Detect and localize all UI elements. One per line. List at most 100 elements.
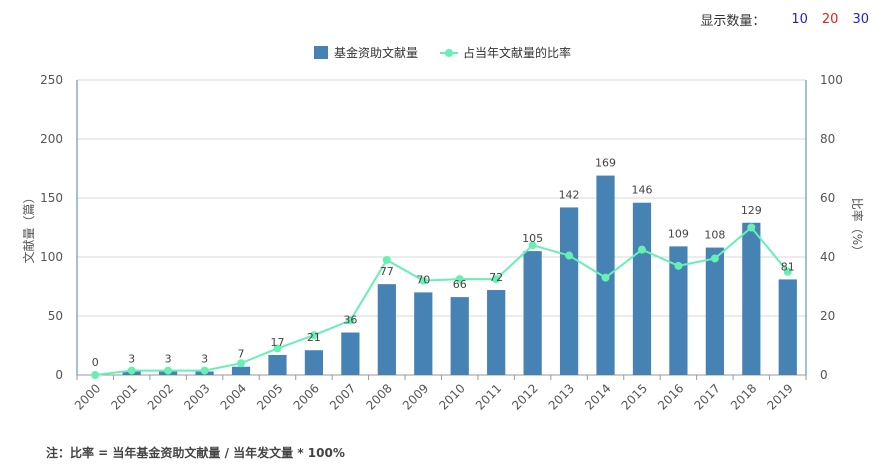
display-count-bar: 显示数量： 10 20 30 xyxy=(700,10,869,29)
bar xyxy=(414,292,433,375)
y-axis-title: 文献量（篇） xyxy=(21,191,36,263)
bar xyxy=(669,246,688,375)
y-right-tick-label: 100 xyxy=(820,73,843,87)
ratio-point xyxy=(637,245,646,254)
y-tick-label: 0 xyxy=(55,368,63,382)
y-right-tick-label: 80 xyxy=(820,132,835,146)
ratio-point xyxy=(164,366,173,375)
ratio-point xyxy=(455,275,464,284)
y-tick-label: 150 xyxy=(40,191,63,205)
bar xyxy=(341,332,360,375)
bar-data-label: 109 xyxy=(668,227,689,240)
bar xyxy=(778,279,797,375)
bar-data-label: 66 xyxy=(453,278,467,291)
bar xyxy=(487,290,506,375)
ratio-line xyxy=(95,226,789,376)
bar xyxy=(304,350,324,375)
bar xyxy=(523,251,542,375)
ratio-point xyxy=(419,276,428,285)
bar-data-label: 36 xyxy=(343,314,357,327)
bar-data-label: 17 xyxy=(270,336,284,349)
x-tick-label: 2007 xyxy=(327,381,358,412)
ratio-point xyxy=(601,273,610,282)
x-tick-label: 2017 xyxy=(691,381,722,412)
ratio-point xyxy=(382,255,391,264)
x-tick-label: 2005 xyxy=(254,381,285,412)
bar xyxy=(377,284,396,375)
y-right-tick-label: 60 xyxy=(820,191,835,205)
legend-line-label: 占当年文献量的比率 xyxy=(463,45,571,60)
x-tick-label: 2008 xyxy=(363,381,394,412)
bar-data-label: 72 xyxy=(489,271,503,284)
y-tick-label: 250 xyxy=(40,73,63,87)
bar xyxy=(450,297,469,375)
bar-data-label: 77 xyxy=(380,265,394,278)
bar xyxy=(632,202,652,375)
y-right-tick-label: 20 xyxy=(820,309,835,323)
x-tick-label: 2019 xyxy=(764,381,795,412)
ratio-point xyxy=(492,275,501,284)
display-count-30[interactable]: 30 xyxy=(852,12,869,27)
ratio-point xyxy=(528,241,537,250)
bar-data-label: 146 xyxy=(631,184,652,197)
display-count-label: 显示数量： xyxy=(700,14,766,29)
ratio-point xyxy=(747,223,756,232)
y-right-axis-title: 比率（%） xyxy=(850,198,865,257)
bar-data-label: 3 xyxy=(128,352,135,365)
bar xyxy=(268,354,287,375)
bar xyxy=(705,247,724,375)
x-tick-label: 2018 xyxy=(728,381,759,412)
bar xyxy=(231,366,251,375)
bar-data-label: 129 xyxy=(741,204,762,217)
ratio-point xyxy=(127,366,136,375)
x-tick-label: 2000 xyxy=(72,381,103,412)
display-count-20[interactable]: 20 xyxy=(821,12,839,27)
y-right-tick-label: 0 xyxy=(820,368,828,382)
bar-data-label: 70 xyxy=(416,273,430,286)
footnote: 注：比率 = 当年基金资助文献量 / 当年发文量 * 100% xyxy=(46,446,345,460)
x-tick-label: 2016 xyxy=(655,381,686,412)
bar xyxy=(742,222,761,375)
ratio-point xyxy=(710,254,719,263)
ratio-point xyxy=(565,251,574,260)
ratio-point xyxy=(309,331,318,340)
legend-line-marker xyxy=(445,49,453,57)
bar-data-label: 81 xyxy=(781,260,795,273)
ratio-point xyxy=(273,344,282,353)
bar-data-label: 7 xyxy=(238,348,245,361)
bar-data-label: 3 xyxy=(201,352,208,365)
bar-data-label: 142 xyxy=(559,188,580,201)
bar-data-label: 108 xyxy=(704,229,725,242)
x-tick-label: 2011 xyxy=(473,381,504,412)
legend-bar-swatch xyxy=(314,46,328,59)
y-tick-label: 50 xyxy=(48,309,63,323)
x-tick-label: 2009 xyxy=(400,381,431,412)
legend-bar-label: 基金资助文献量 xyxy=(334,45,418,60)
bar xyxy=(559,207,579,375)
ratio-point xyxy=(237,359,246,368)
x-tick-label: 2012 xyxy=(509,381,540,412)
y-tick-label: 100 xyxy=(40,250,63,264)
bar-data-label: 0 xyxy=(92,356,99,369)
display-count-10[interactable]: 10 xyxy=(791,12,808,27)
x-tick-label: 2004 xyxy=(218,381,249,412)
bar-data-label: 105 xyxy=(522,232,543,245)
ratio-point xyxy=(783,267,792,276)
x-tick-label: 2014 xyxy=(582,381,613,412)
ratio-point xyxy=(674,261,683,270)
ratio-point xyxy=(91,371,100,379)
x-tick-label: 2015 xyxy=(619,381,650,412)
bar-data-label: 3 xyxy=(165,352,172,365)
x-tick-label: 2002 xyxy=(145,381,176,412)
y-tick-label: 200 xyxy=(40,132,63,146)
bar-data-label: 169 xyxy=(595,157,616,170)
x-tick-label: 2013 xyxy=(546,381,577,412)
bar-data-label: 21 xyxy=(307,331,321,344)
x-tick-label: 2003 xyxy=(181,381,212,412)
ratio-point xyxy=(200,366,209,375)
x-tick-label: 2001 xyxy=(108,381,139,412)
x-tick-label: 2006 xyxy=(291,381,322,412)
y-right-tick-label: 40 xyxy=(820,250,835,264)
x-tick-label: 2010 xyxy=(436,381,467,412)
